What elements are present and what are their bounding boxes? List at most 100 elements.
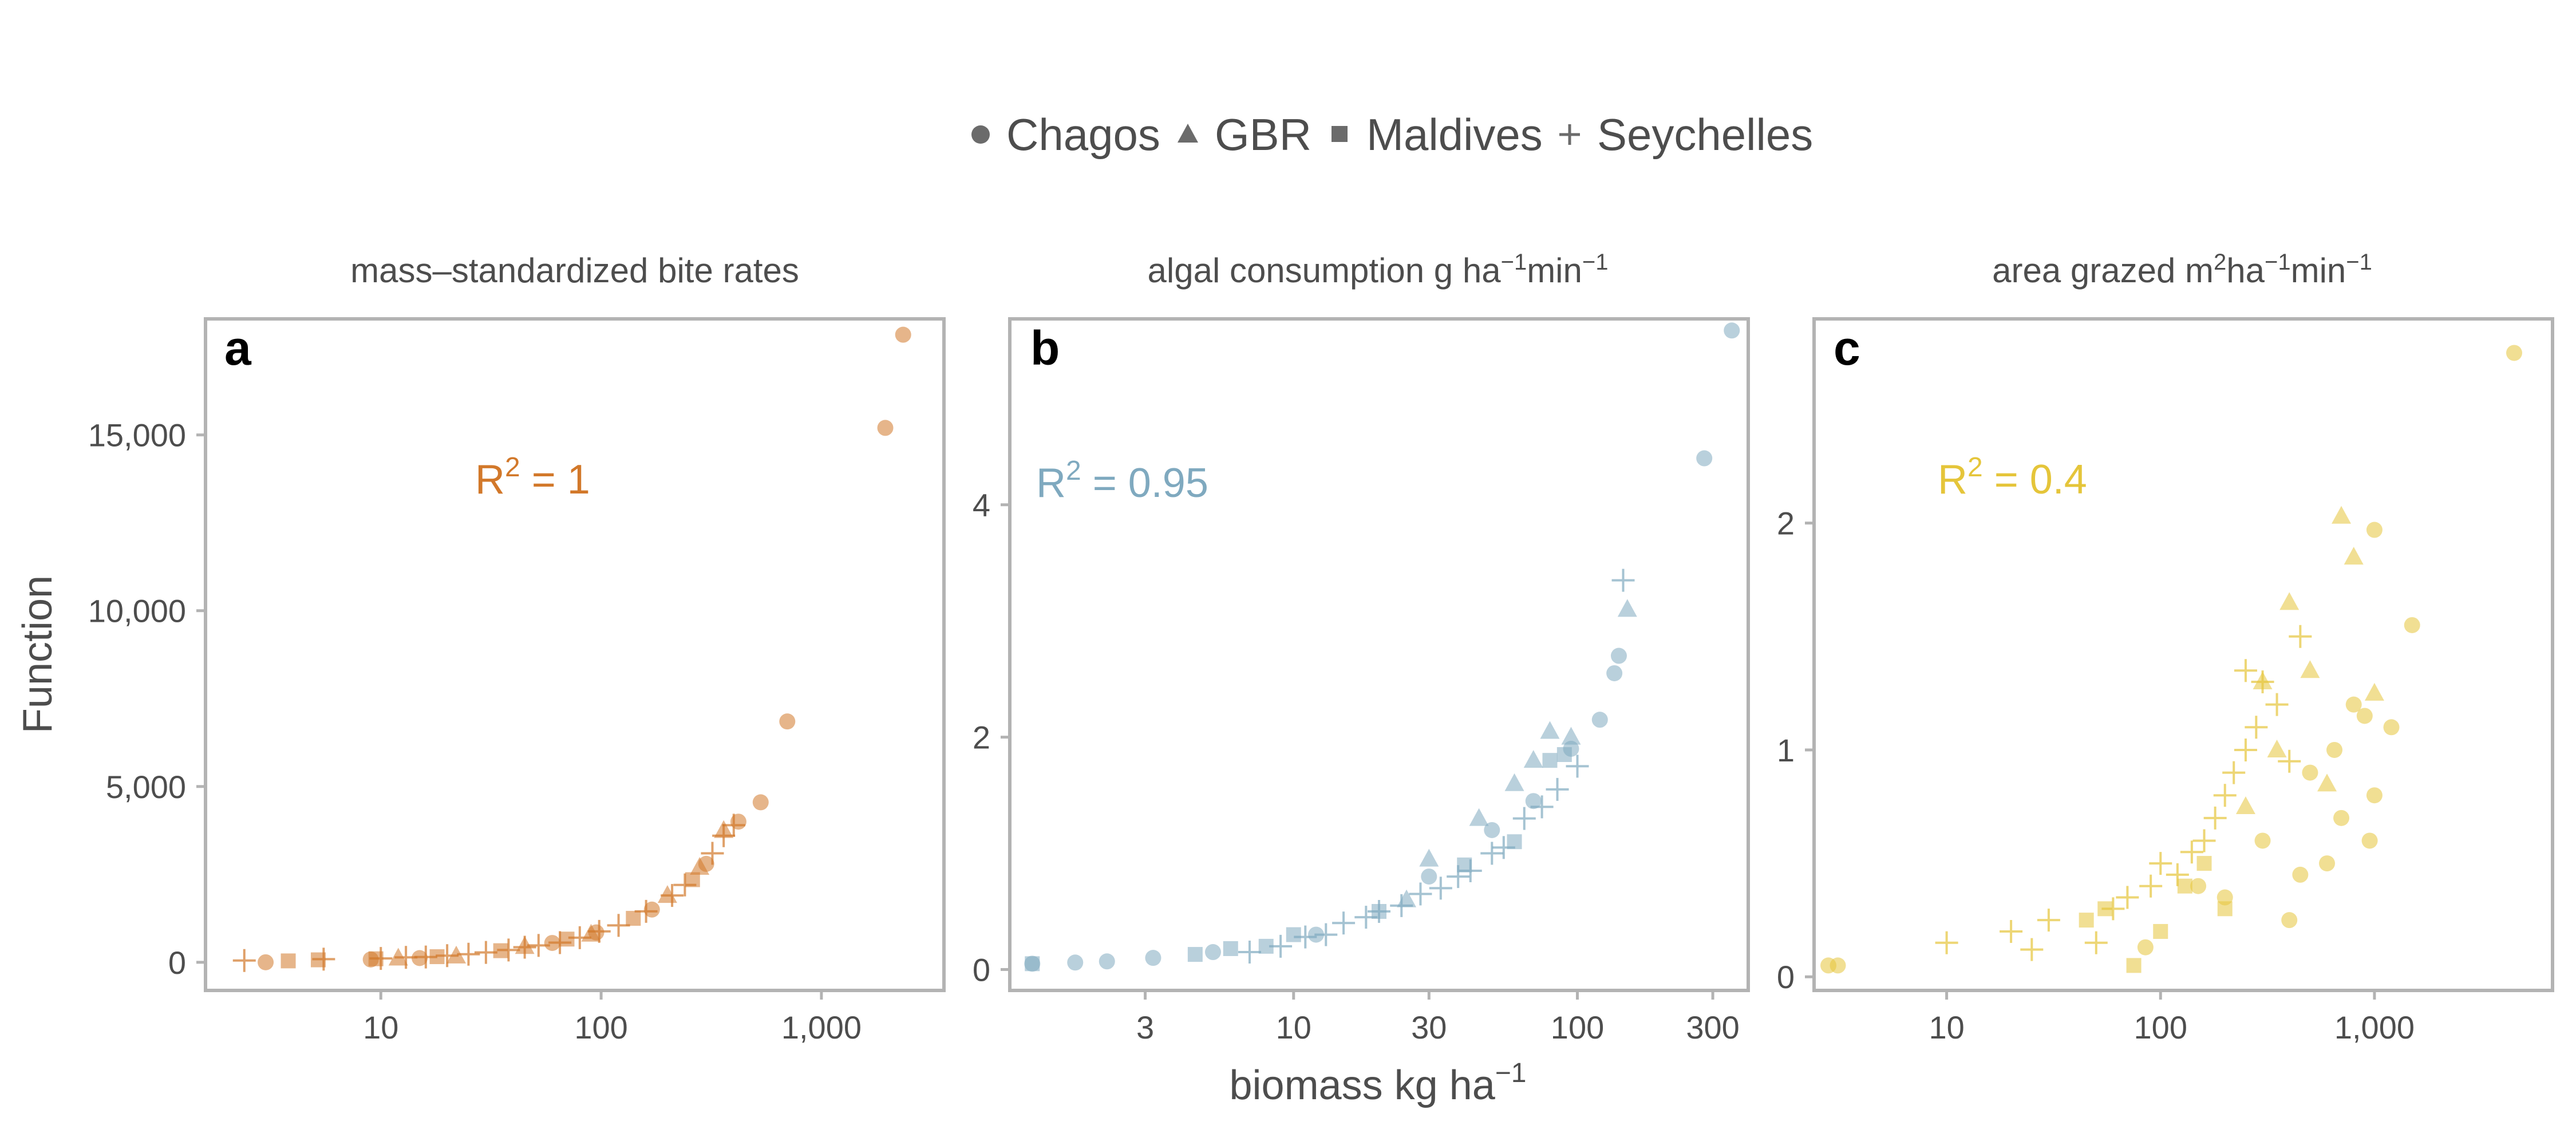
panel-b-axes: 3 10 30 100 300 0 2 4: [973, 487, 1740, 1045]
legend: Chagos GBR Maldives Seychelles: [971, 109, 1813, 160]
point-a-seychelles-3: [394, 946, 418, 969]
panel-b-points: [1024, 322, 1740, 972]
point-c-seychelles-3: [2037, 909, 2060, 932]
point-b-chagos-8: [1525, 793, 1542, 810]
point-c-seychelles-11: [2192, 829, 2216, 852]
point-c-gbr-2: [2267, 739, 2287, 757]
y-tick-label-a-0: 0: [168, 945, 186, 981]
point-c-chagos-2: [2137, 939, 2154, 956]
point-c-seychelles-8: [2149, 852, 2172, 875]
point-c-maldives-4: [2177, 878, 2192, 894]
legend-label-maldives: Maldives: [1366, 109, 1543, 160]
point-c-chagos-18: [2404, 617, 2420, 633]
point-a-maldives-5: [559, 931, 575, 947]
panel-a-frame: [204, 317, 946, 992]
point-b-gbr-3: [1504, 773, 1524, 791]
point-c-seychelles-7: [2139, 874, 2163, 898]
point-c-seychelles-12: [2203, 806, 2227, 830]
point-c-gbr-5: [2317, 773, 2337, 792]
legend-square-icon: [1332, 126, 1348, 142]
point-b-chagos-1: [1067, 954, 1084, 971]
point-c-seychelles-1: [2000, 919, 2023, 943]
x-tick-label-a-1: 100: [574, 1009, 627, 1045]
point-b-chagos-13: [1696, 450, 1713, 467]
point-c-seychelles-18: [2265, 693, 2289, 716]
legend-triangle-icon: [1178, 124, 1198, 143]
point-c-chagos-16: [2366, 522, 2383, 538]
point-a-seychelles-14: [607, 914, 630, 937]
y-tick-label-c-2: 2: [1777, 506, 1795, 542]
point-b-chagos-6: [1421, 868, 1437, 885]
point-c-chagos-15: [2366, 787, 2383, 804]
point-c-seychelles-6: [2116, 886, 2139, 909]
point-b-seychelles-8: [1409, 882, 1432, 906]
point-a-seychelles-13: [587, 919, 611, 943]
point-c-chagos-1: [1830, 957, 1846, 974]
panel-tag-b: b: [1030, 321, 1060, 375]
point-c-seychelles-19: [2278, 749, 2301, 773]
legend-item-maldives: Maldives: [1332, 109, 1543, 160]
point-b-maldives-8: [1542, 753, 1558, 768]
point-b-gbr-5: [1540, 721, 1560, 739]
panel-tag-a: a: [224, 321, 252, 375]
facet-title-c: area grazed m2ha−1min−1: [1992, 250, 2372, 290]
point-b-chagos-4: [1204, 944, 1221, 961]
point-c-chagos-5: [2254, 832, 2271, 849]
point-a-seychelles-5: [436, 944, 459, 968]
point-b-chagos-12: [1610, 647, 1627, 664]
point-b-gbr-1: [1419, 848, 1439, 867]
panel-c-axes: 10 100 1,000 0 1 2: [1777, 506, 2415, 1045]
point-a-chagos-8: [752, 794, 769, 811]
point-c-seychelles-14: [2222, 761, 2246, 784]
panel-c-frame: [1812, 317, 2554, 992]
y-tick-label-a-2: 10,000: [88, 593, 186, 629]
point-c-chagos-13: [2356, 708, 2373, 724]
x-tick-label-b-0: 3: [1136, 1009, 1154, 1045]
y-tick-label-b-1: 2: [973, 720, 990, 756]
panel-a-axes: 10 100 1,000 0 5,000 10,000 15,000: [88, 417, 862, 1045]
point-c-chagos-3: [2190, 878, 2207, 894]
point-b-seychelles-17: [1566, 755, 1589, 778]
point-b-seychelles-14: [1512, 807, 1536, 830]
point-a-chagos-5: [643, 901, 660, 918]
point-c-seychelles-2: [2020, 938, 2044, 961]
point-c-seychelles-5: [2101, 897, 2125, 921]
point-c-chagos-10: [2326, 741, 2343, 758]
panel-c-points: [1820, 345, 2523, 974]
point-b-seychelles-12: [1480, 842, 1504, 865]
r2-annotation-a: R2 = 1: [475, 452, 590, 503]
point-a-chagos-0: [258, 954, 274, 970]
y-tick-label-a-3: 15,000: [88, 417, 186, 453]
legend-item-seychelles: Seychelles: [1559, 109, 1813, 160]
panel-tag-c: c: [1834, 321, 1860, 375]
point-b-seychelles-5: [1354, 906, 1378, 929]
point-c-maldives-3: [2153, 923, 2168, 939]
point-a-seychelles-2: [369, 947, 393, 970]
y-tick-label-b-0: 0: [973, 951, 990, 988]
point-c-chagos-14: [2361, 832, 2378, 849]
point-c-chagos-19: [2506, 345, 2523, 361]
point-c-gbr-7: [2344, 547, 2364, 565]
x-tick-label-b-1: 10: [1276, 1009, 1311, 1045]
point-b-gbr-2: [1469, 808, 1489, 826]
point-b-seychelles-9: [1429, 876, 1452, 900]
point-c-gbr-6: [2332, 506, 2352, 524]
r2-annotation-b: R2 = 0.95: [1036, 456, 1208, 506]
point-c-maldives-6: [2217, 901, 2233, 917]
point-c-chagos-7: [2292, 866, 2309, 883]
point-b-seychelles-10: [1447, 865, 1470, 889]
facet-title-a: mass–standardized bite rates: [350, 251, 799, 290]
panel-a-points: [232, 326, 911, 972]
y-axis-title: Function: [15, 575, 61, 733]
point-b-chagos-7: [1484, 822, 1500, 838]
x-tick-label-a-0: 10: [363, 1009, 398, 1045]
point-b-seychelles-7: [1390, 894, 1413, 917]
point-b-maldives-4: [1286, 927, 1301, 942]
point-a-seychelles-19: [712, 824, 736, 847]
point-c-chagos-12: [2345, 696, 2362, 713]
point-b-chagos-10: [1591, 712, 1608, 728]
point-c-seychelles-13: [2213, 784, 2237, 807]
point-b-chagos-14: [1724, 322, 1740, 339]
point-c-seychelles-0: [1935, 931, 1958, 954]
